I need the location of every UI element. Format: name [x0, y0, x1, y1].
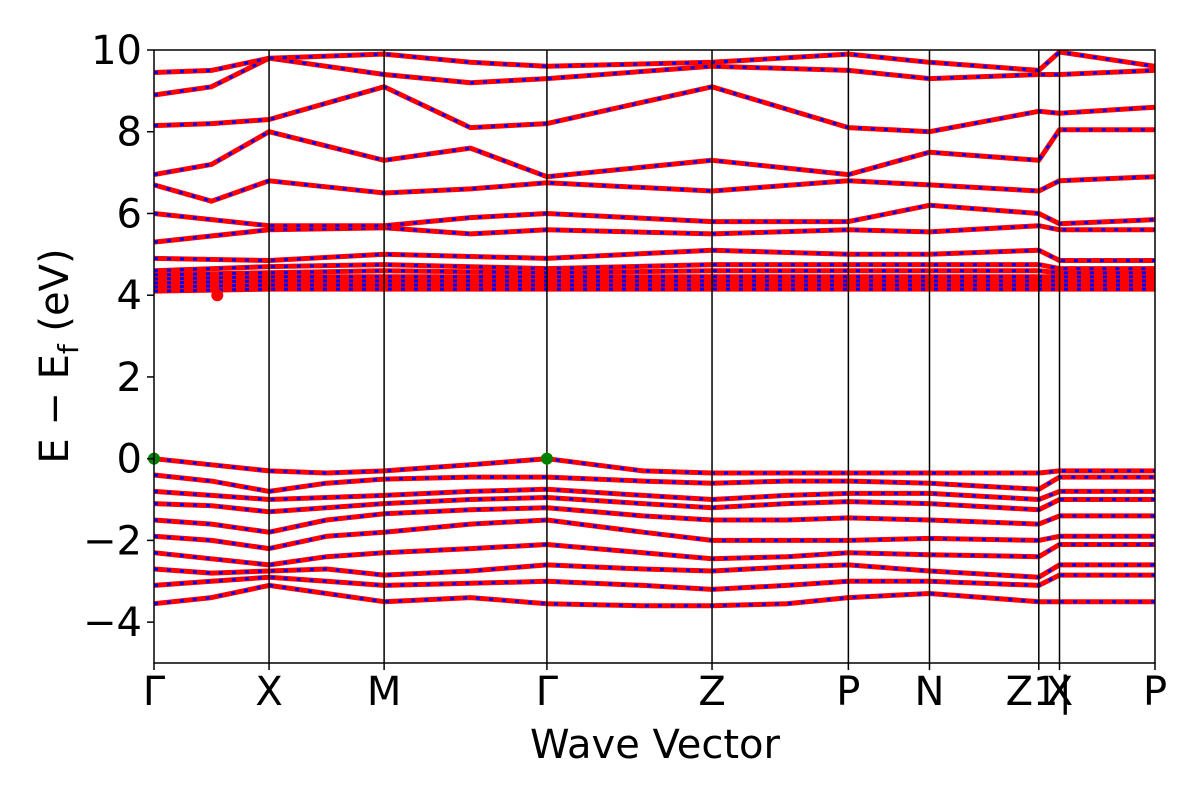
band-line-red	[153, 517, 1155, 552]
band-line-blue	[153, 279, 1155, 285]
band-line-red	[153, 582, 1155, 609]
plot-frame	[153, 49, 1156, 664]
band-line-blue	[153, 50, 1156, 74]
band-line-red	[153, 127, 1155, 180]
x-axis-title: Wave Vector	[530, 722, 781, 768]
y-tick-label: −4	[83, 600, 142, 646]
band-line-blue	[153, 275, 1155, 281]
band-line-red	[153, 542, 1155, 568]
y-tick-label: 10	[91, 28, 142, 74]
x-axis-ticks: Γ X M Γ Z P N Z1|X P	[143, 663, 1167, 715]
band-line-blue	[153, 56, 1156, 97]
x-tick-label: M	[367, 669, 402, 715]
band-line-blue	[153, 287, 1155, 293]
band-line-red	[153, 268, 1155, 278]
band-line-red	[153, 84, 1156, 135]
band-line-red	[153, 456, 1155, 476]
band-line-blue	[153, 248, 1155, 263]
y-tick-label: −2	[83, 518, 142, 564]
x-tick-label: P	[836, 669, 860, 715]
band-line-red	[153, 282, 1155, 290]
band-line-red	[153, 274, 1155, 282]
band-line-blue	[153, 263, 1155, 273]
vbm-marker	[540, 452, 553, 465]
band-line-red	[153, 202, 1156, 229]
band-lines	[153, 49, 1156, 609]
x-tick-label: Γ	[143, 669, 166, 715]
y-tick-label: 8	[117, 110, 142, 156]
y-axis-title-subscript: f	[52, 343, 85, 354]
y-tick-label: 4	[117, 273, 142, 319]
x-tick-label: P	[1143, 669, 1167, 715]
high-symmetry-lines	[268, 50, 1061, 663]
band-edge-markers	[148, 289, 553, 465]
band-line-red	[153, 572, 1155, 592]
y-axis-ticks: −4 −2 0 2 4 6 8 10	[83, 28, 154, 646]
band-line-blue	[153, 85, 1156, 134]
band-line-red	[153, 486, 1155, 502]
band-line-blue	[153, 203, 1156, 228]
band-line-red	[153, 495, 1155, 515]
band-line-red	[153, 505, 1155, 535]
band-line-red	[153, 562, 1155, 580]
cbm-marker	[211, 289, 224, 302]
x-tick-label: Z1|	[1006, 669, 1072, 715]
band-line-red	[153, 247, 1155, 263]
band-line-blue	[153, 283, 1155, 289]
y-tick-label: 2	[117, 355, 142, 401]
x-tick-label: Z	[698, 669, 725, 715]
y-tick-label: 0	[117, 437, 142, 483]
y-axis-title-main: E − E	[32, 354, 78, 464]
y-axis-title: E − Ef (eV)	[32, 248, 85, 463]
x-tick-label: Γ	[536, 669, 559, 715]
y-tick-label: 6	[117, 191, 142, 237]
x-tick-label: N	[915, 669, 945, 715]
band-line-red	[153, 286, 1155, 294]
x-tick-label: X	[255, 669, 282, 715]
band-line-red	[153, 278, 1155, 286]
x-tick-label: X	[1046, 669, 1073, 715]
band-line-blue	[153, 128, 1155, 179]
band-line-red	[153, 472, 1155, 494]
band-line-blue	[153, 175, 1156, 203]
y-axis-title-unit: (eV)	[32, 248, 78, 344]
band-line-blue	[153, 269, 1155, 277]
